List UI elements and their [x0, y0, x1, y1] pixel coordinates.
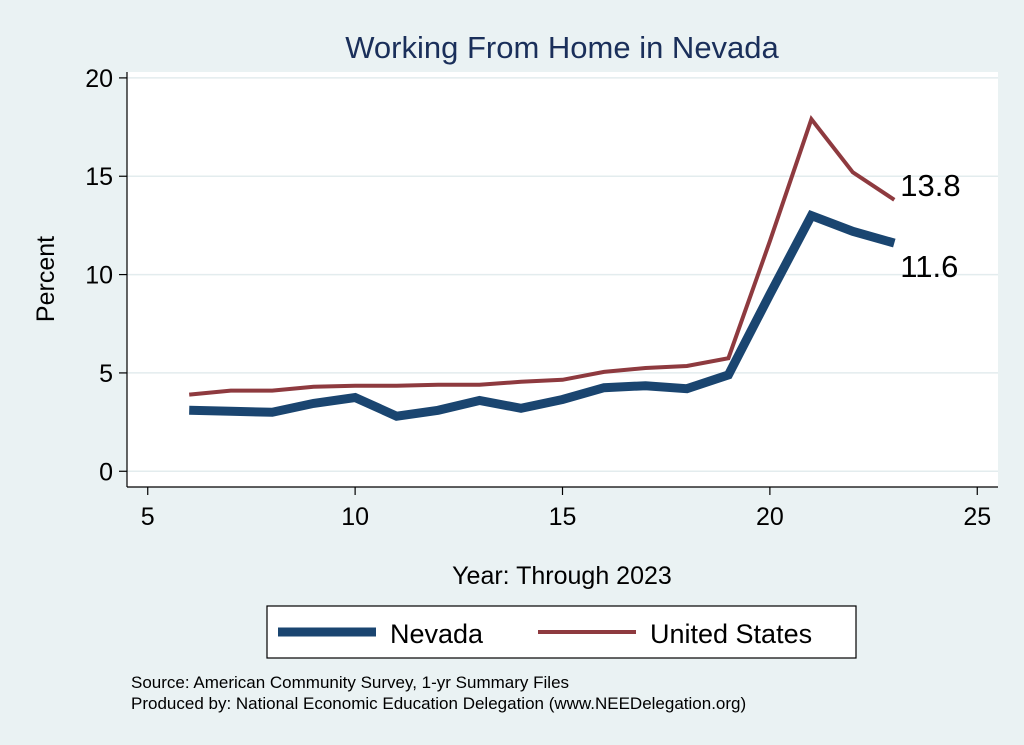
legend-label-united-states: United States [650, 619, 812, 649]
y-tick-label: 20 [85, 65, 113, 93]
x-tick-label: 15 [549, 503, 577, 531]
legend: Nevada United States [266, 605, 857, 659]
plot-area [127, 72, 998, 487]
series-line-nevada [189, 209, 896, 421]
x-tick-label: 10 [341, 503, 369, 531]
chart-title: Working From Home in Nevada [345, 30, 779, 65]
producer-note: Produced by: National Economic Education… [131, 694, 746, 713]
y-tick-label: 5 [99, 360, 113, 388]
gridlines [127, 77, 998, 473]
x-axis-title: Year: Through 2023 [452, 562, 672, 590]
y-tick-label: 15 [85, 163, 113, 191]
series-layer [189, 115, 896, 421]
x-ticks: 5 10 15 20 25 [141, 487, 991, 531]
source-note: Source: American Community Survey, 1-yr … [131, 673, 569, 692]
end-label-united-states: 13.8 [900, 168, 960, 203]
x-tick-label: 20 [756, 503, 784, 531]
x-tick-label: 5 [141, 503, 155, 531]
y-tick-label: 0 [99, 458, 113, 486]
y-ticks: 0 5 10 15 20 [85, 65, 127, 486]
y-tick-label: 10 [85, 262, 113, 290]
end-label-nevada: 11.6 [900, 249, 958, 284]
x-tick-label: 25 [963, 503, 991, 531]
y-axis-title: Percent [32, 236, 60, 322]
legend-label-nevada: Nevada [390, 619, 484, 649]
series-line-united-states [189, 115, 896, 397]
end-labels: 11.6 13.8 [900, 168, 960, 284]
